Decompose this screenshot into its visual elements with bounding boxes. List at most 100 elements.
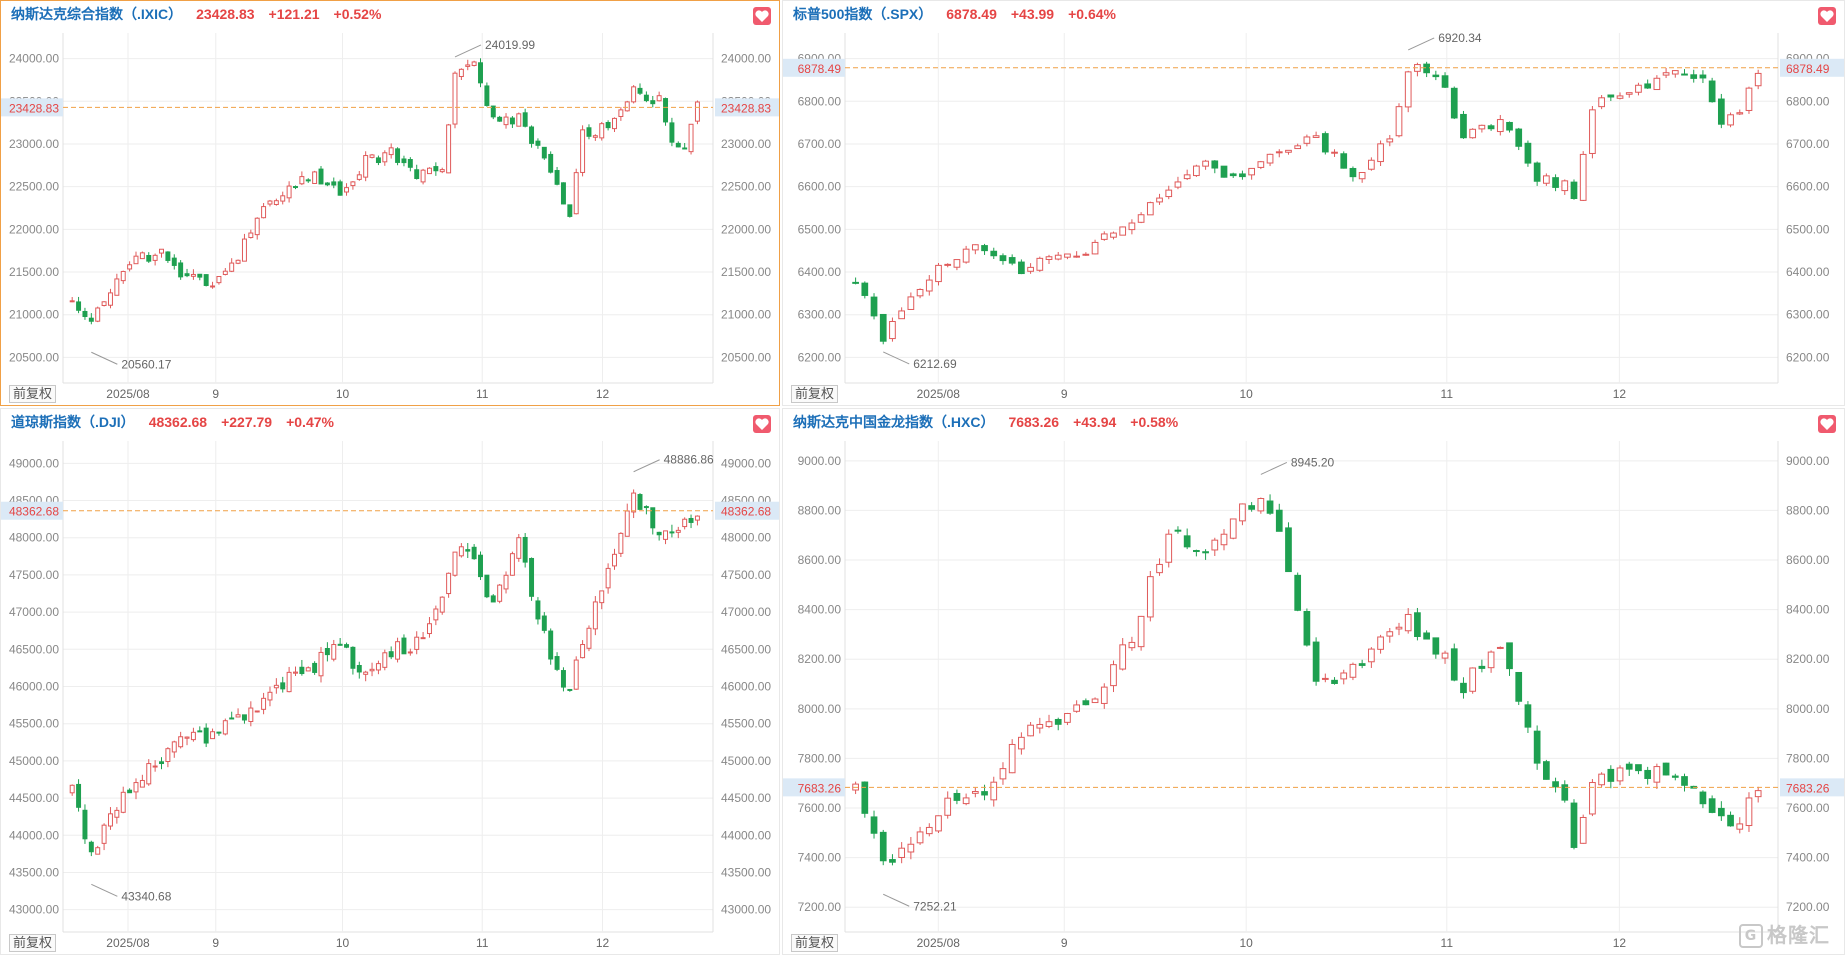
candle-down[interactable] [1552,781,1559,788]
candle-down[interactable] [663,98,669,123]
candle-up[interactable] [152,765,158,768]
candle-up[interactable] [439,596,445,613]
candle-down[interactable] [88,841,94,853]
candle-down[interactable] [241,714,247,721]
candle-down[interactable] [171,257,177,266]
candle-up[interactable] [1128,641,1136,649]
candle-down[interactable] [1625,763,1633,770]
candle-up[interactable] [1598,773,1605,786]
index-name[interactable]: 标普500指数（.SPX） [793,6,933,22]
candle-up[interactable] [1220,533,1228,546]
candle-down[interactable] [669,531,675,534]
candle-down[interactable] [1202,551,1209,554]
candle-up[interactable] [446,572,452,595]
candle-up[interactable] [471,61,477,66]
candle-up[interactable] [101,301,107,306]
candle-down[interactable] [990,250,998,257]
candle-up[interactable] [331,644,337,660]
candle-up[interactable] [127,264,133,270]
candle-down[interactable] [560,182,566,205]
candle-up[interactable] [426,623,432,635]
candle-up[interactable] [229,262,235,272]
candle-up[interactable] [1036,257,1044,271]
candle-up[interactable] [1285,149,1292,153]
candle-up[interactable] [210,731,216,740]
candle-up[interactable] [592,135,598,138]
candle-up[interactable] [631,86,637,103]
candle-up[interactable] [1008,743,1016,774]
candle-up[interactable] [1653,766,1661,783]
candle-up[interactable] [916,831,924,844]
candle-down[interactable] [331,181,337,186]
candle-down[interactable] [1248,505,1255,510]
candle-down[interactable] [82,809,88,840]
candle-down[interactable] [1275,509,1283,532]
candle-down[interactable] [1423,632,1430,640]
candle-down[interactable] [184,273,190,277]
candle-up[interactable] [1054,254,1062,260]
candle-down[interactable] [650,100,656,105]
candle-up[interactable] [1404,613,1412,632]
candle-up[interactable] [95,307,101,322]
candle-up[interactable] [898,847,906,858]
candle-down[interactable] [567,688,573,691]
candle-down[interactable] [870,816,878,834]
candle-up[interactable] [1496,119,1504,133]
candle-up[interactable] [605,567,611,589]
candle-down[interactable] [1542,761,1550,780]
candle-up[interactable] [1561,180,1569,192]
candle-up[interactable] [1469,667,1477,692]
candle-up[interactable] [1137,615,1145,648]
candle-up[interactable] [184,736,190,739]
candle-up[interactable] [318,651,324,677]
candle-down[interactable] [401,637,407,655]
candle-up[interactable] [1294,145,1302,150]
candle-down[interactable] [1018,261,1025,275]
candle-up[interactable] [1027,266,1034,272]
candle-down[interactable] [344,644,350,648]
candle-up[interactable] [1257,161,1265,168]
candle-up[interactable] [1119,644,1127,670]
candle-down[interactable] [1552,177,1559,188]
candle-up[interactable] [261,697,267,710]
candle-up[interactable] [1312,135,1320,138]
candle-down[interactable] [529,126,535,144]
candle-up[interactable] [592,601,598,630]
candle-down[interactable] [522,112,528,127]
candle-up[interactable] [503,574,509,590]
favorite-heart-icon[interactable] [1818,415,1836,433]
price-adjust-button[interactable]: 前复权 [9,385,57,403]
candle-down[interactable] [484,85,490,106]
candle-down[interactable] [637,494,643,510]
candle-down[interactable] [1690,74,1698,79]
candle-down[interactable] [548,153,554,173]
candle-down[interactable] [1183,535,1191,548]
candle-down[interactable] [548,630,554,660]
candle-down[interactable] [1533,162,1541,182]
candle-down[interactable] [586,127,592,137]
candle-down[interactable] [1312,641,1320,682]
candle-down[interactable] [82,310,88,318]
candle-down[interactable] [1331,679,1338,684]
candle-up[interactable] [1110,232,1117,238]
candle-down[interactable] [1303,610,1311,646]
candle-down[interactable] [1450,87,1458,119]
candle-down[interactable] [490,105,496,118]
candle-up[interactable] [1165,533,1173,563]
candle-down[interactable] [1644,769,1652,779]
candle-down[interactable] [433,166,439,172]
candle-up[interactable] [1091,698,1099,704]
candle-up[interactable] [516,537,522,559]
candle-down[interactable] [861,781,869,814]
candle-up[interactable] [618,532,624,554]
candle-up[interactable] [139,779,145,788]
candle-down[interactable] [560,670,566,688]
candle-up[interactable] [971,791,979,794]
candle-up[interactable] [222,720,228,735]
candle-down[interactable] [203,274,209,286]
candle-up[interactable] [312,171,318,184]
candle-down[interactable] [1229,173,1237,177]
candle-down[interactable] [1054,718,1062,725]
candle-up[interactable] [1174,181,1182,188]
candle-up[interactable] [120,270,126,282]
